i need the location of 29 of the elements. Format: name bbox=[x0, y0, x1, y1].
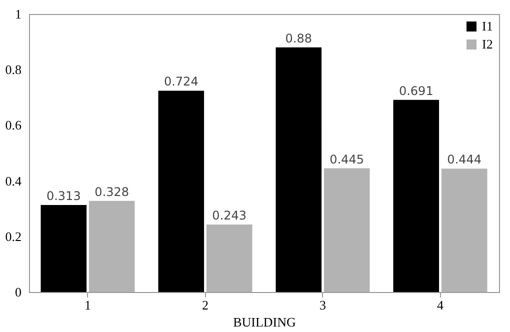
bar bbox=[206, 224, 252, 292]
data-label: 0.724 bbox=[164, 74, 198, 89]
y-tick-label: 0 bbox=[15, 284, 22, 300]
data-label: 0.445 bbox=[330, 152, 364, 166]
x-tick-label: 4 bbox=[437, 298, 444, 312]
data-label: 0.243 bbox=[212, 208, 247, 222]
x-tick-label: 2 bbox=[202, 298, 208, 312]
y-tick-label: 1 bbox=[15, 6, 22, 22]
data-label: 0.88 bbox=[285, 31, 312, 46]
data-label: 0.444 bbox=[447, 152, 482, 167]
x-axis-title: BUILDING bbox=[233, 314, 296, 330]
bar bbox=[441, 168, 488, 292]
legend-label: I2 bbox=[482, 36, 493, 52]
data-label: 0.313 bbox=[46, 188, 81, 203]
y-tick-label: 0.6 bbox=[5, 118, 22, 133]
legend-label: I1 bbox=[482, 18, 493, 34]
y-tick-label: 0.4 bbox=[5, 173, 22, 188]
y-tick-label: 0.2 bbox=[5, 228, 22, 244]
x-tick-label: 1 bbox=[84, 298, 91, 312]
bar bbox=[40, 204, 87, 292]
bar bbox=[158, 90, 204, 292]
bar bbox=[276, 47, 322, 292]
y-tick-label: 0.8 bbox=[5, 62, 22, 78]
bar bbox=[324, 168, 370, 292]
data-label: 0.328 bbox=[94, 184, 130, 199]
data-label: 0.691 bbox=[398, 84, 434, 98]
bar bbox=[393, 100, 440, 292]
x-tick-label: 3 bbox=[320, 298, 326, 312]
bar bbox=[88, 200, 135, 292]
